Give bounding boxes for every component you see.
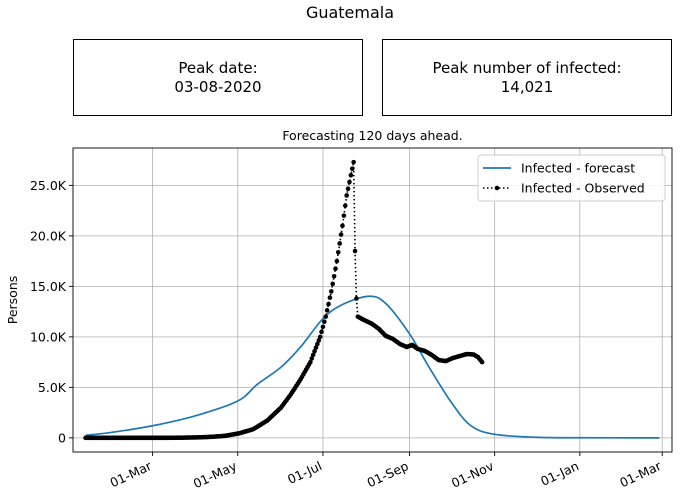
plot-frame [72, 147, 673, 453]
observed-data-point [322, 319, 327, 325]
y-tick-label: 20.0K [30, 228, 67, 243]
observed-data-point [326, 301, 331, 307]
x-tick-label: 01-Jul [285, 458, 324, 487]
observed-data-point [348, 172, 354, 178]
x-tick-label: 01-Mar [108, 458, 155, 491]
observed-data-point [351, 159, 356, 165]
y-axis-label: Persons [5, 276, 20, 325]
observed-data-point [333, 266, 338, 271]
y-tick-label: 10.0K [30, 329, 67, 344]
observed-data-point [354, 296, 359, 301]
legend-observed-label: Infected - Observed [521, 181, 645, 196]
observed-data-point [340, 223, 345, 229]
page-title: Guatemala [305, 3, 395, 22]
observed-data-point [335, 249, 341, 255]
chart-title: Forecasting 120 days ahead. [282, 128, 463, 143]
observed-data-point [345, 186, 351, 192]
observed-data-point [309, 356, 315, 361]
legend-observed-marker [494, 185, 500, 191]
x-tick-label: 01-May [191, 458, 240, 491]
observed-data-point [347, 179, 352, 185]
legend: Infected - forecast Infected - Observed [477, 154, 666, 202]
observed-data-point [310, 352, 316, 358]
y-tick-label: 5.0K [38, 380, 67, 395]
y-tick-label: 0 [58, 430, 66, 445]
y-tick-label: 15.0K [30, 279, 67, 294]
observed-data-point [319, 329, 324, 335]
observed-data-point [479, 359, 485, 365]
observed-data-point [308, 359, 313, 365]
peak-date-label: Peak date: [178, 58, 258, 77]
observed-data-point [349, 166, 355, 172]
peak-date-panel: Peak date: 03-08-2020 [73, 39, 363, 116]
x-tick-label: 01-Mar [617, 458, 664, 491]
observed-data-point [312, 348, 317, 354]
observed-data-point [324, 308, 330, 313]
observed-data-point [329, 289, 334, 294]
grid-lines [73, 148, 672, 452]
peak-date-value: 03-08-2020 [174, 77, 262, 96]
legend-box [477, 154, 666, 202]
observed-data-point [352, 248, 358, 254]
observed-data-point [334, 258, 340, 264]
observed-data-point [338, 232, 344, 237]
observed-data-point [337, 241, 342, 246]
x-tick-label: 01-Jan [538, 458, 581, 489]
peak-infected-panel: Peak number of infected: 14,021 [382, 39, 672, 116]
observed-data-point [344, 193, 349, 198]
observed-data-point [316, 338, 322, 343]
observed-series-line [85, 161, 483, 439]
observed-data-point [313, 345, 319, 350]
observed-data-point [327, 295, 333, 301]
observed-data-point [342, 203, 348, 208]
x-tick-label: 01-Sep [365, 458, 411, 490]
observed-data-point [315, 341, 320, 347]
legend-forecast-label: Infected - forecast [521, 161, 635, 176]
forecast-series-line [85, 295, 660, 439]
observed-markers [83, 159, 485, 441]
observed-data-point [341, 213, 347, 218]
peak-infected-label: Peak number of infected: [432, 58, 622, 77]
observed-data-point [320, 324, 326, 330]
observed-data-point [331, 273, 337, 279]
x-tick-label: 01-Nov [449, 458, 496, 491]
y-tick-label: 25.0K [30, 178, 67, 193]
peak-infected-value: 14,021 [500, 77, 554, 96]
observed-data-point [330, 281, 336, 287]
observed-data-point [323, 314, 329, 319]
observed-data-point [317, 334, 323, 340]
